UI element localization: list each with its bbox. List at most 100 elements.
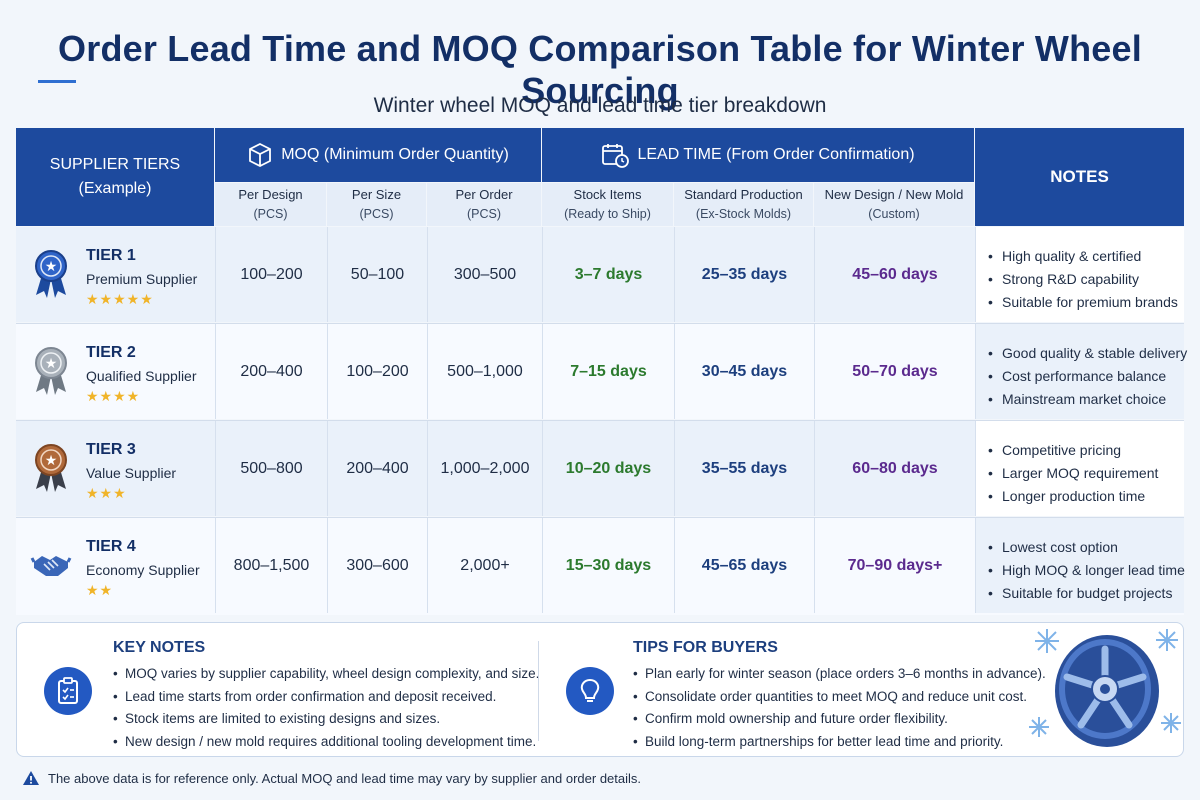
tier-notes: Competitive pricing Larger MOQ requireme… — [975, 421, 1184, 516]
tier-label: Value Supplier — [86, 465, 177, 481]
page-title: Order Lead Time and MOQ Comparison Table… — [58, 28, 1142, 111]
tier-name: TIER 3 — [86, 441, 136, 458]
header-moq-label: MOQ (Minimum Order Quantity) — [281, 146, 509, 163]
table-row: TIER 4 Economy Supplier ★★ 800–1,500 300… — [16, 518, 1185, 615]
subheader-stock-items: Stock Items (Ready to Ship) — [542, 183, 673, 226]
medal-badge-icon: ★ — [35, 444, 67, 492]
title-accent-rule — [38, 80, 76, 83]
tier-name: TIER 1 — [86, 247, 136, 264]
standard-lead-value: 45–65 days — [674, 518, 814, 613]
table-row: ★ TIER 2 Qualified Supplier ★★★★ 200–400… — [16, 324, 1187, 419]
tier-cell: ★ TIER 3 Value Supplier ★★★ — [16, 421, 215, 516]
note-item: Cost performance balance — [988, 365, 1184, 388]
tip-item: Build long-term partnerships for better … — [633, 731, 1046, 754]
svg-text:★: ★ — [45, 356, 58, 372]
tier-stars: ★★ — [86, 582, 114, 598]
subheader-label: Per Size — [351, 187, 402, 203]
handshake-icon — [30, 556, 72, 576]
tip-item: Plan early for winter season (place orde… — [633, 663, 1046, 686]
subheader-per-size: Per Size (PCS) — [327, 183, 426, 226]
table-row: ★ TIER 3 Value Supplier ★★★ 500–800 200–… — [16, 421, 1184, 516]
note-item: Mainstream market choice — [988, 388, 1184, 411]
disclaimer: The above data is for reference only. Ac… — [22, 770, 641, 786]
tier-notes: High quality & certified Strong R&D capa… — [975, 227, 1184, 322]
note-item: Suitable for budget projects — [988, 582, 1184, 605]
row-divider — [16, 420, 1184, 421]
per-order-value: 2,000+ — [427, 518, 542, 613]
subheader-label: Standard Production — [684, 187, 803, 203]
header-lead-label: LEAD TIME (From Order Confirmation) — [637, 146, 915, 163]
standard-lead-value: 25–35 days — [674, 227, 814, 322]
per-design-value: 100–200 — [215, 227, 327, 322]
snowflake-icon — [1035, 629, 1059, 653]
per-size-value: 300–600 — [327, 518, 427, 613]
tier-stars: ★★★★ — [86, 388, 141, 404]
per-design-value: 200–400 — [215, 324, 327, 419]
box-icon — [249, 142, 272, 168]
subheader-label: New Design / New Mold — [824, 187, 964, 203]
tier-name: TIER 4 — [86, 538, 136, 555]
new-mold-lead-value: 60–80 days — [814, 421, 975, 516]
snowflake-icon — [1029, 717, 1049, 737]
note-item: Strong R&D capability — [988, 268, 1184, 291]
svg-text:★: ★ — [45, 453, 58, 469]
per-order-value: 1,000–2,000 — [427, 421, 542, 516]
subheader-label: Stock Items — [573, 187, 642, 203]
per-order-value: 300–500 — [427, 227, 542, 322]
subheader-unit: (PCS) — [466, 206, 502, 221]
key-notes-title: KEY NOTES — [113, 639, 206, 656]
medal-badge-icon: ★ — [35, 250, 67, 298]
subheader-unit: (Custom) — [868, 206, 920, 221]
wheel-illustration — [1029, 629, 1181, 747]
tips-title: TIPS FOR BUYERS — [633, 639, 778, 656]
new-mold-lead-value: 70–90 days+ — [814, 518, 975, 613]
page-subtitle: Winter wheel MOQ and lead time tier brea… — [373, 94, 827, 117]
note-item: Longer production time — [988, 485, 1184, 508]
tier-name: TIER 2 — [86, 344, 136, 361]
note-item: Competitive pricing — [988, 439, 1184, 462]
subheader-standard-production: Standard Production (Ex-Stock Molds) — [674, 183, 813, 226]
stock-lead-value: 7–15 days — [542, 324, 674, 419]
tier-label: Qualified Supplier — [86, 368, 197, 384]
standard-lead-value: 35–55 days — [674, 421, 814, 516]
per-design-value: 800–1,500 — [215, 518, 327, 613]
key-note-item: Stock items are limited to existing desi… — [113, 708, 539, 731]
new-mold-lead-value: 50–70 days — [814, 324, 975, 419]
header-lead-time: LEAD TIME (From Order Confirmation) — [542, 128, 974, 182]
subheader-per-order: Per Order (PCS) — [427, 183, 541, 226]
header-moq: MOQ (Minimum Order Quantity) — [215, 128, 541, 182]
per-design-value: 500–800 — [215, 421, 327, 516]
header-supplier-tiers: SUPPLIER TIERS (Example) — [16, 128, 214, 226]
disclaimer-text: The above data is for reference only. Ac… — [48, 770, 642, 786]
new-mold-lead-value: 45–60 days — [814, 227, 975, 322]
panel-divider — [538, 641, 539, 741]
row-divider — [16, 517, 1184, 518]
standard-lead-value: 30–45 days — [674, 324, 814, 419]
note-item: High MOQ & longer lead time — [988, 559, 1185, 582]
per-size-value: 100–200 — [327, 324, 427, 419]
snowflake-icon — [1156, 629, 1178, 651]
stock-lead-value: 10–20 days — [542, 421, 674, 516]
subheader-unit: (PCS) — [359, 206, 394, 221]
clipboard-icon — [44, 667, 92, 715]
per-size-value: 50–100 — [327, 227, 427, 322]
subheader-label: Per Order — [455, 187, 513, 203]
warning-icon — [23, 771, 39, 785]
subheader-new-mold: New Design / New Mold (Custom) — [814, 183, 974, 226]
tier-stars: ★★★ — [86, 485, 127, 501]
note-item: Lowest cost option — [988, 536, 1184, 559]
tier-label: Premium Supplier — [86, 271, 198, 287]
key-note-item: MOQ varies by supplier capability, wheel… — [113, 663, 539, 686]
subheader-unit: (PCS) — [253, 206, 288, 221]
subheader-unit: (Ex-Stock Molds) — [695, 206, 792, 221]
note-item: High quality & certified — [988, 245, 1184, 268]
tier-label: Economy Supplier — [86, 562, 200, 578]
tier-cell: TIER 4 Economy Supplier ★★ — [16, 518, 215, 613]
per-size-value: 200–400 — [327, 421, 427, 516]
header-tiers-line2: (Example) — [78, 180, 152, 197]
svg-text:★: ★ — [45, 259, 58, 275]
tier-cell: ★ TIER 2 Qualified Supplier ★★★★ — [16, 324, 215, 419]
per-order-value: 500–1,000 — [427, 324, 542, 419]
lightbulb-icon — [566, 667, 614, 715]
tips-list: Plan early for winter season (place orde… — [633, 663, 1046, 753]
